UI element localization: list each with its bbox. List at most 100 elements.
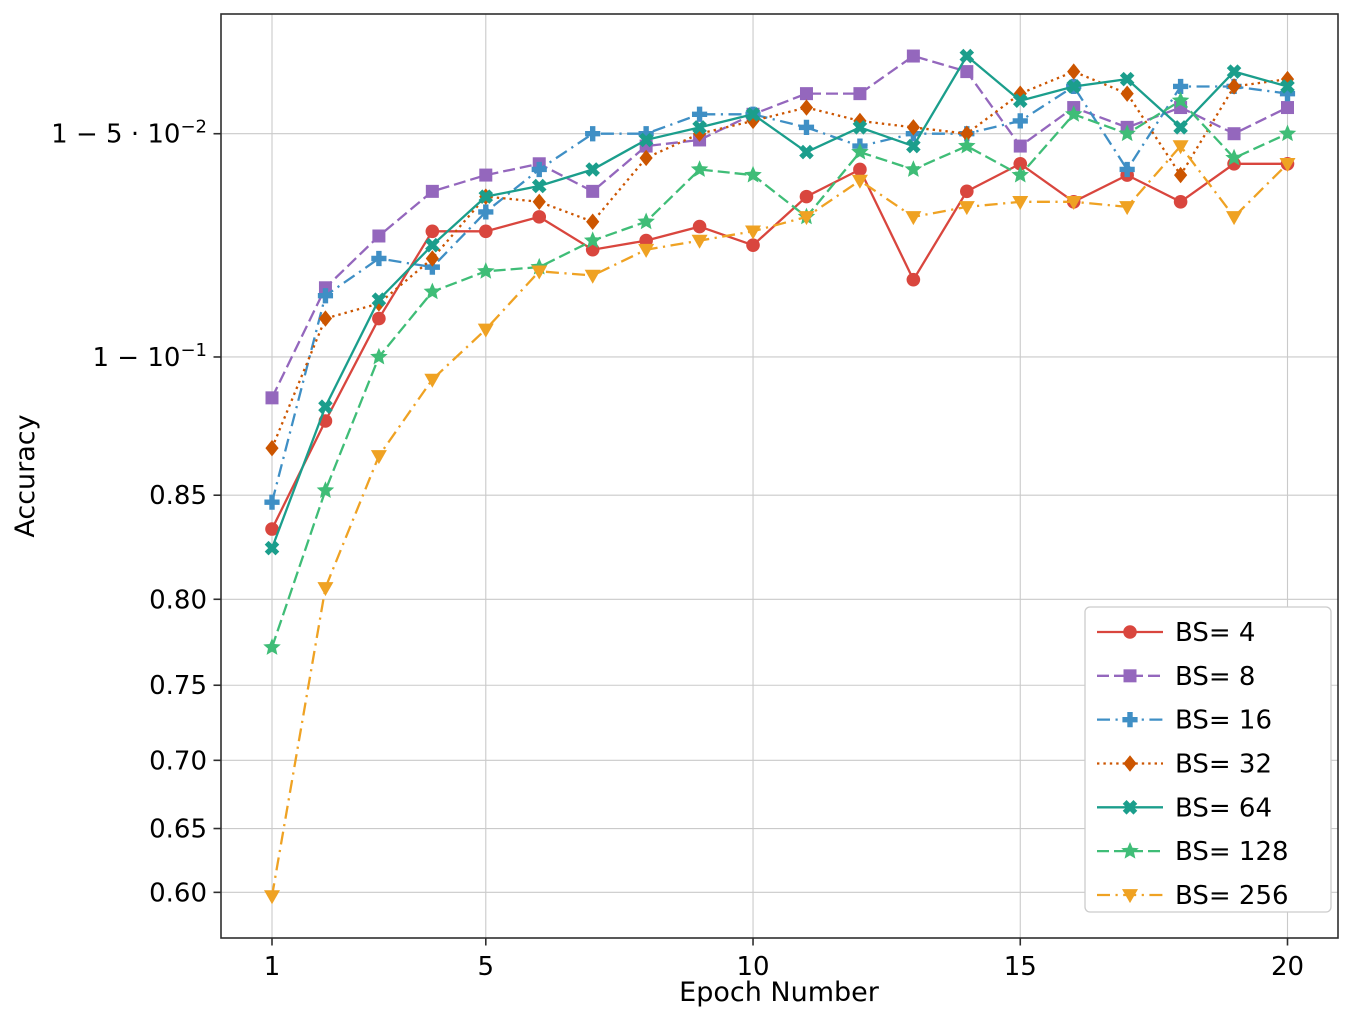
plus-marker bbox=[531, 161, 547, 178]
axes-frame bbox=[220, 13, 1339, 939]
square-marker bbox=[853, 87, 867, 101]
triangle-down-marker bbox=[477, 323, 494, 338]
square-marker bbox=[906, 49, 920, 63]
legend-entry: BS= 8 bbox=[1097, 662, 1255, 692]
triangle-down-marker bbox=[958, 201, 975, 216]
circle-marker bbox=[799, 189, 814, 204]
x-marker bbox=[264, 540, 280, 556]
star-marker bbox=[423, 282, 442, 300]
x-marker bbox=[1173, 120, 1188, 135]
axis-ticks bbox=[213, 132, 1289, 946]
plus-marker bbox=[1122, 712, 1138, 728]
square-marker bbox=[799, 87, 813, 101]
plus-marker bbox=[1279, 86, 1296, 102]
x-marker bbox=[425, 237, 440, 253]
x-marker bbox=[318, 399, 333, 414]
series-line bbox=[270, 162, 1288, 530]
star-marker bbox=[690, 160, 709, 177]
series-line bbox=[270, 84, 1288, 503]
circle-marker bbox=[585, 242, 600, 257]
x-marker bbox=[959, 48, 975, 64]
circle-marker bbox=[746, 238, 760, 252]
star-marker bbox=[583, 231, 602, 249]
triangle-down-marker bbox=[317, 582, 334, 597]
circle-marker bbox=[1173, 194, 1188, 209]
plus-marker bbox=[798, 119, 815, 135]
series-bs=8 bbox=[265, 49, 1294, 405]
circle-marker bbox=[960, 184, 974, 199]
x-marker bbox=[1012, 93, 1028, 108]
legend-entry-label: BS= 64 bbox=[1175, 793, 1272, 823]
square-marker bbox=[1123, 669, 1137, 683]
y-tick-label: 1 − 5 · 10−2 bbox=[51, 117, 207, 150]
x-marker bbox=[906, 138, 921, 154]
plus-marker bbox=[424, 259, 440, 275]
triangle-down-marker bbox=[1012, 195, 1029, 210]
triangle-down-marker bbox=[370, 450, 387, 465]
triangle-down-marker bbox=[638, 243, 655, 258]
plus-marker bbox=[585, 126, 601, 142]
square-marker bbox=[1227, 127, 1241, 141]
star-marker bbox=[1121, 841, 1139, 859]
star-marker bbox=[744, 165, 762, 183]
plus-marker bbox=[264, 494, 280, 510]
diamond-marker bbox=[586, 213, 600, 230]
star-marker bbox=[1011, 165, 1030, 183]
x-marker bbox=[1066, 79, 1081, 94]
triangle-down-marker bbox=[905, 211, 922, 226]
x-marker bbox=[531, 178, 547, 194]
plus-marker bbox=[1012, 113, 1028, 129]
square-marker bbox=[318, 281, 332, 295]
diamond-marker bbox=[639, 149, 653, 167]
legend: BS= 4 BS= 8 BS= 16 BS= 32 BS= 64 BS= 128 BS= 2… bbox=[1084, 606, 1332, 913]
series-line bbox=[270, 99, 1288, 648]
circle-marker bbox=[265, 522, 279, 536]
series-bs=64 bbox=[264, 48, 1295, 556]
circle-marker bbox=[372, 311, 386, 326]
legend-entry-label: BS= 8 bbox=[1175, 662, 1255, 692]
series-line bbox=[270, 54, 1288, 549]
y-tick-label: 0.75 bbox=[149, 671, 207, 701]
triangle-down-marker bbox=[531, 265, 548, 280]
legend-entry: BS= 64 bbox=[1097, 793, 1272, 823]
triangle-down-marker bbox=[745, 225, 762, 240]
triangle-down-marker bbox=[1119, 201, 1136, 216]
square-marker bbox=[479, 168, 493, 182]
x-marker bbox=[852, 120, 868, 135]
diamond-marker bbox=[1120, 85, 1134, 102]
y-tick-label: 0.80 bbox=[149, 585, 207, 615]
plus-marker bbox=[317, 288, 334, 304]
y-tick-label: 0.85 bbox=[149, 481, 207, 511]
series-bs=256 bbox=[264, 140, 1296, 905]
star-marker bbox=[904, 160, 923, 177]
square-marker bbox=[265, 391, 279, 405]
x-marker bbox=[371, 292, 387, 307]
x-marker bbox=[585, 162, 600, 177]
star-marker bbox=[958, 136, 976, 154]
plus-marker bbox=[691, 106, 708, 122]
x-axis-label: Epoch Number bbox=[679, 977, 880, 1008]
triangle-down-marker bbox=[1122, 889, 1138, 904]
square-marker bbox=[372, 229, 386, 243]
triangle-down-marker bbox=[1279, 157, 1296, 172]
plus-marker bbox=[371, 250, 387, 267]
star-marker bbox=[1171, 91, 1190, 109]
triangle-down-marker bbox=[424, 373, 441, 388]
star-marker bbox=[370, 347, 388, 365]
plus-marker bbox=[1173, 78, 1189, 95]
y-tick-label: 0.65 bbox=[149, 815, 207, 845]
diamond-marker bbox=[425, 250, 439, 267]
circle-marker bbox=[425, 224, 440, 239]
star-marker bbox=[263, 638, 281, 655]
triangle-down-marker bbox=[851, 174, 868, 189]
x-marker bbox=[1119, 71, 1135, 87]
triangle-down-marker bbox=[1226, 211, 1243, 226]
square-marker bbox=[1281, 101, 1294, 115]
diamond-marker bbox=[318, 310, 333, 327]
diamond-marker bbox=[532, 193, 546, 210]
x-tick-label: 15 bbox=[1004, 952, 1037, 982]
triangle-down-marker bbox=[1172, 140, 1189, 155]
y-tick-label: 0.70 bbox=[149, 746, 207, 776]
